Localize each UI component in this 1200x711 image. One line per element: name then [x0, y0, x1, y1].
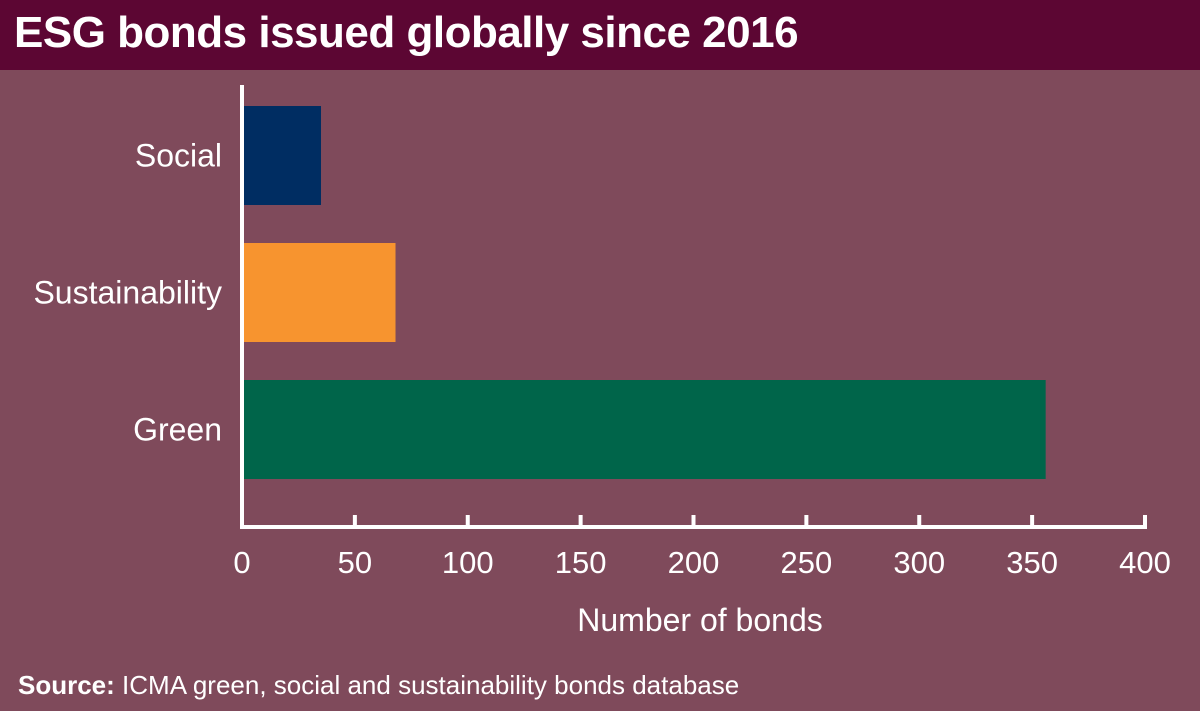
x-axis-label: Number of bonds [577, 602, 822, 638]
title-bar: ESG bonds issued globally since 2016 [0, 0, 1200, 70]
x-tick-label: 150 [555, 545, 607, 580]
x-tick-label: 50 [338, 545, 372, 580]
x-tick-label: 400 [1119, 545, 1171, 580]
bar-green [243, 380, 1046, 479]
source-text: ICMA green, social and sustainability bo… [114, 670, 740, 700]
chart-title: ESG bonds issued globally since 2016 [14, 8, 799, 57]
x-tick-label: 300 [893, 545, 945, 580]
x-tick-label: 250 [781, 545, 833, 580]
x-tick-label: 200 [668, 545, 720, 580]
source-note: Source: ICMA green, social and sustainab… [18, 670, 739, 701]
x-tick-label: 0 [233, 545, 250, 580]
category-label: Sustainability [33, 275, 222, 311]
x-tick-label: 100 [442, 545, 494, 580]
bar-sustainability [243, 243, 396, 342]
category-label: Green [133, 412, 222, 448]
bar-social [243, 106, 322, 205]
category-label: Social [135, 138, 222, 174]
x-tick-label: 350 [1006, 545, 1058, 580]
source-label: Source: [18, 670, 115, 700]
